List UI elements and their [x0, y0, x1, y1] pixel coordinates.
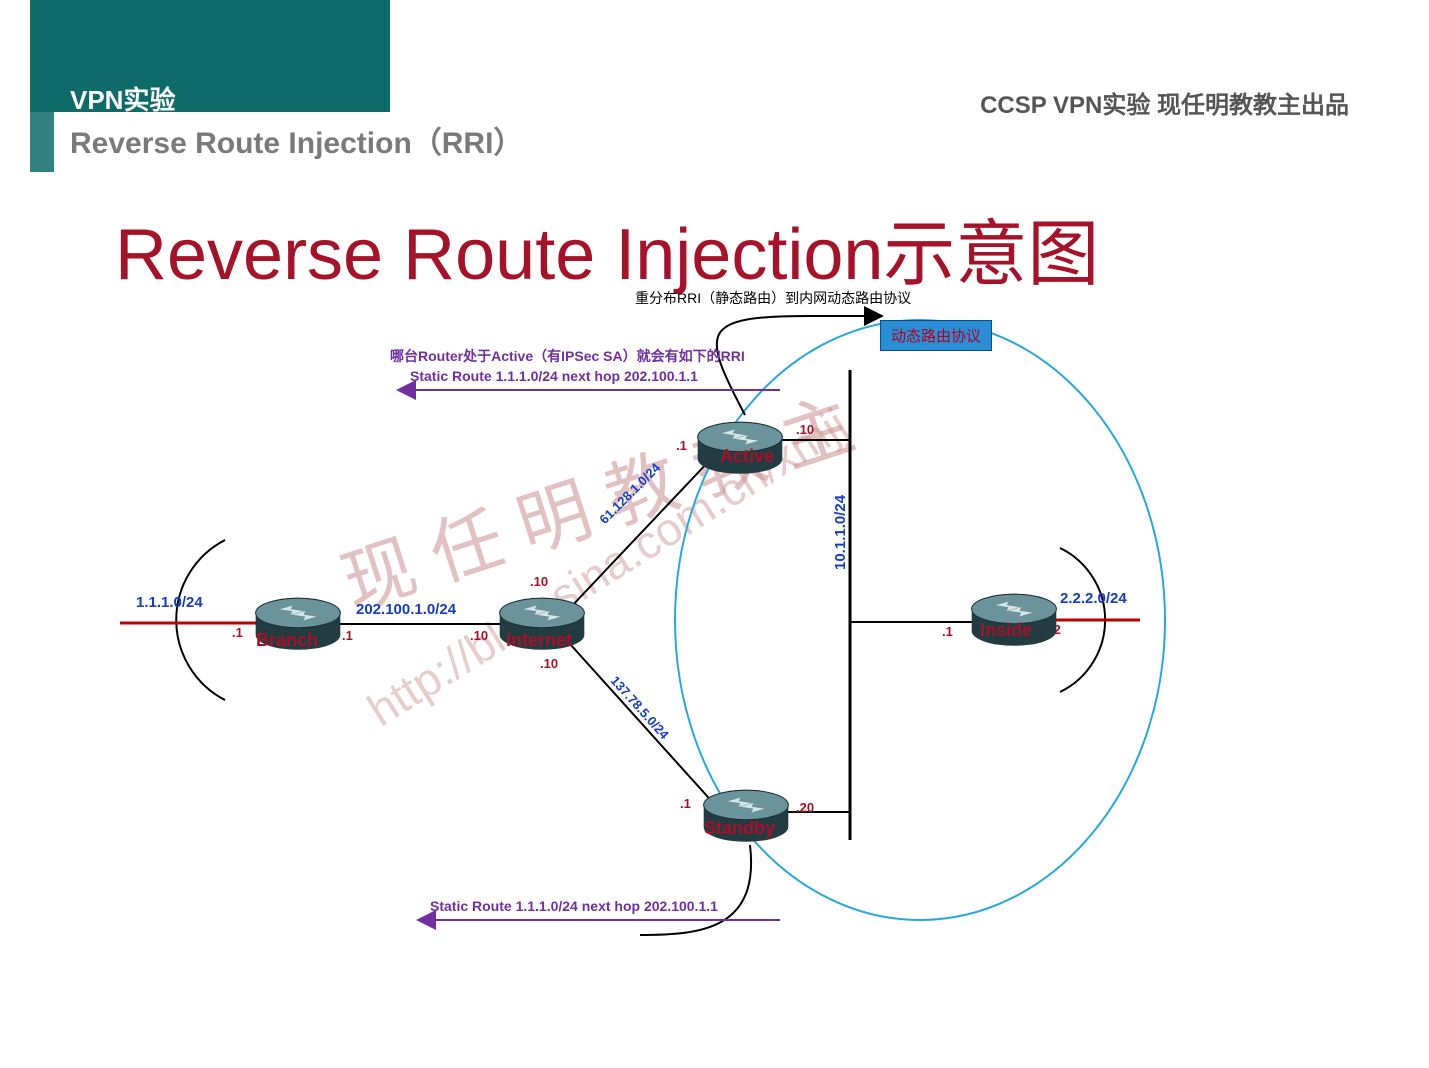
net-up-leg: 61.128.1.0/24 — [596, 460, 663, 527]
net-wan: 202.100.1.0/24 — [356, 601, 456, 618]
header-left-bar — [30, 112, 54, 172]
ip-internet-left: .10 — [470, 628, 488, 643]
watermark-cn: 现 任 明 教 教 主 — [327, 365, 865, 629]
ip-standby-left: .1 — [680, 796, 691, 811]
net-down-leg: 137.78.5.0/24 — [608, 673, 672, 742]
note-active-rri: 哪台Router处于Active（有IPSec SA）就会有如下的RRI — [390, 346, 745, 366]
header-label: VPN实验 — [70, 80, 175, 117]
ip-internet-bot: .10 — [540, 656, 558, 671]
net-core-lan: 10.1.1.0/24 — [832, 495, 849, 570]
router-standby-label: Standby — [704, 818, 775, 839]
ip-standby-right: .20 — [796, 800, 814, 815]
header-subtitle: Reverse Route Injection（RRI） — [70, 118, 523, 162]
router-inside-label: Inside — [980, 620, 1032, 641]
ip-active-right: .10 — [796, 422, 814, 437]
header-right-text: CCSP VPN实验 现任明教教主出品 — [980, 85, 1349, 120]
static-route-1: Static Route 1.1.1.0/24 next hop 202.100… — [410, 368, 698, 384]
router-active-label: Active — [720, 446, 774, 467]
ip-branch-in: .1 — [232, 625, 243, 640]
ip-inside-left: .1 — [942, 624, 953, 639]
ip-active-left: .1 — [676, 438, 687, 453]
static-route-2: Static Route 1.1.1.0/24 next hop 202.100… — [430, 898, 718, 914]
net-inside-lan: 2.2.2.0/24 — [1060, 590, 1127, 607]
note-redistribute: 重分布RRI（静态路由）到内网动态路由协议 — [635, 288, 911, 308]
ip-internet-top: .10 — [530, 574, 548, 589]
diagram-title: Reverse Route Injection示意图 — [115, 195, 1099, 300]
router-internet-label: Internet — [506, 630, 572, 651]
dynamic-routing-badge: 动态路由协议 — [880, 320, 992, 351]
net-branch-lan: 1.1.1.0/24 — [136, 594, 203, 611]
router-branch-label: Branch — [256, 630, 318, 651]
